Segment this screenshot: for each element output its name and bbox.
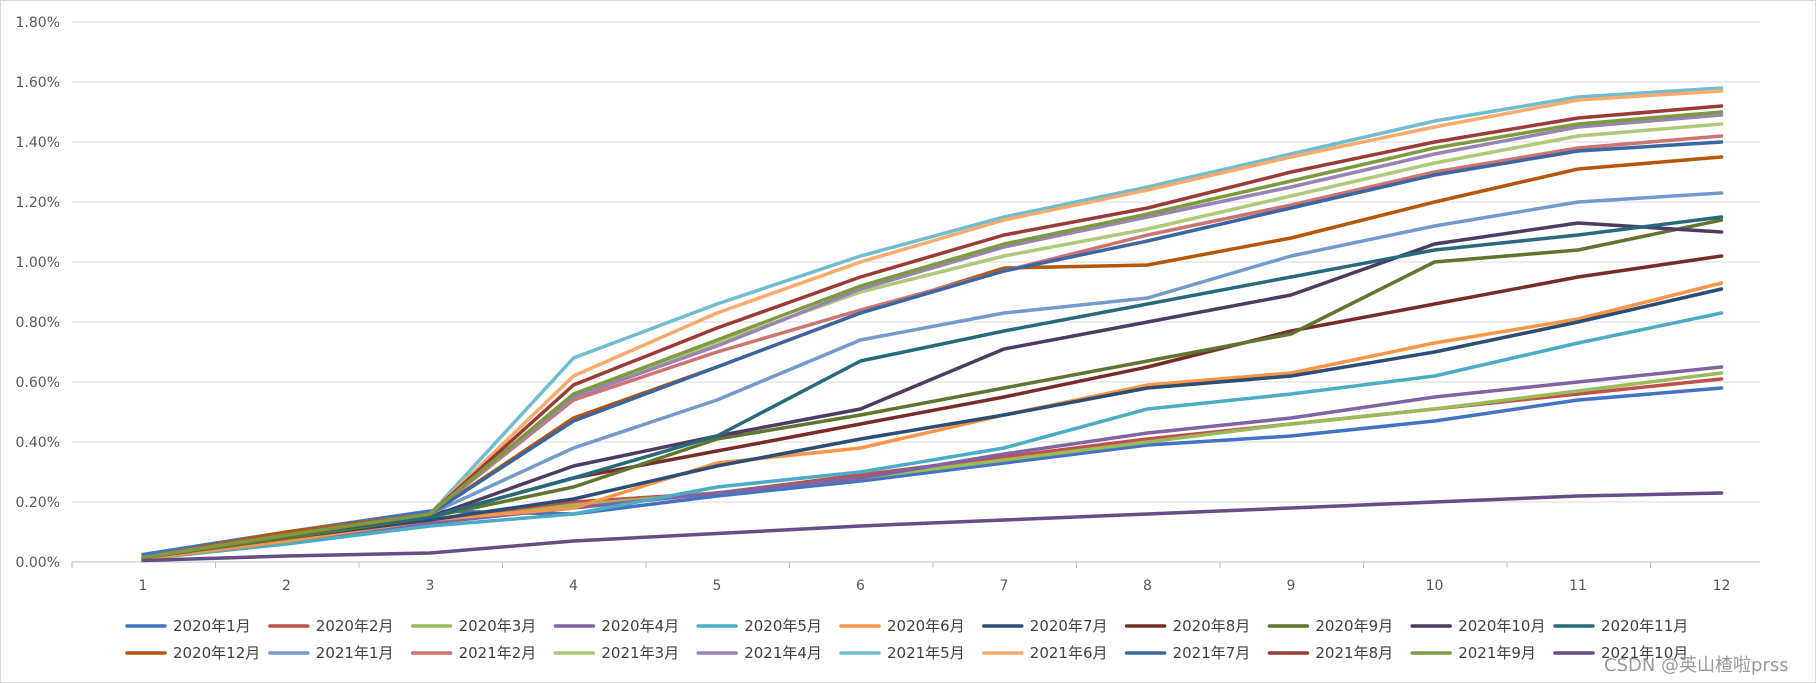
legend-label: 2021年5月 <box>887 644 965 662</box>
legend-label: 2021年3月 <box>601 644 679 662</box>
y-tick-label: 1.80% <box>16 15 60 31</box>
series-line <box>141 110 1724 560</box>
x-tick-label: 9 <box>1287 578 1296 594</box>
legend-item: 2020年12月 <box>125 644 260 662</box>
legend-label: 2020年1月 <box>173 617 251 635</box>
series-line <box>141 218 1724 560</box>
legend-label: 2021年7月 <box>1173 644 1251 662</box>
series-line <box>141 287 1724 560</box>
legend-item: 2020年7月 <box>982 617 1108 635</box>
legend-item: 2020年4月 <box>553 617 679 635</box>
legend-item: 2021年10月 <box>1553 644 1688 662</box>
legend-label: 2021年8月 <box>1315 644 1393 662</box>
y-tick-label: 0.40% <box>16 435 60 451</box>
axes: 0.00% 0.20% 0.40% 0.60% 0.80% 1.00% 1.20% 1.40%… <box>16 15 1760 594</box>
x-tick-label: 3 <box>426 578 435 594</box>
legend-label: 2021年10月 <box>1601 644 1688 662</box>
legend-label: 2020年11月 <box>1601 617 1688 635</box>
legend-label: 2020年12月 <box>173 644 260 662</box>
x-tick-label: 10 <box>1426 578 1444 594</box>
legend-label: 2020年2月 <box>316 617 394 635</box>
legend-item: 2021年5月 <box>839 644 965 662</box>
legend-label: 2021年1月 <box>316 644 394 662</box>
series-line <box>141 491 1724 563</box>
x-tick-label: 2 <box>282 578 291 594</box>
legend-label: 2020年5月 <box>744 617 822 635</box>
legend-label: 2021年6月 <box>1030 644 1108 662</box>
x-tick-label: 7 <box>1000 578 1009 594</box>
x-tick-label: 11 <box>1569 578 1587 594</box>
y-tick-label: 1.40% <box>16 135 60 151</box>
legend-label: 2020年3月 <box>459 617 537 635</box>
legend-item: 2020年6月 <box>839 617 965 635</box>
y-tick-label: 1.20% <box>16 195 60 211</box>
legend-item: 2021年4月 <box>696 644 822 662</box>
y-tick-label: 0.60% <box>16 375 60 391</box>
y-tick-label: 1.00% <box>16 255 60 271</box>
legend-item: 2021年9月 <box>1410 644 1536 662</box>
series-lines <box>141 86 1724 563</box>
legend-item: 2020年5月 <box>696 617 822 635</box>
y-tick-label: 0.00% <box>16 555 60 571</box>
x-tick-label: 5 <box>713 578 722 594</box>
legend-item: 2021年3月 <box>553 644 679 662</box>
legend-item: 2020年9月 <box>1267 617 1393 635</box>
series-line <box>141 86 1724 560</box>
legend-label: 2020年10月 <box>1458 617 1545 635</box>
series-line <box>141 89 1724 560</box>
legend-item: 2020年3月 <box>410 617 537 635</box>
legend-item: 2020年11月 <box>1553 617 1688 635</box>
legend-item: 2020年10月 <box>1410 617 1545 635</box>
legend-label: 2021年2月 <box>459 644 537 662</box>
legend-label: 2020年8月 <box>1173 617 1251 635</box>
series-line <box>141 140 1724 560</box>
x-tick-label: 6 <box>856 578 865 594</box>
series-line <box>141 104 1724 560</box>
legend-item: 2021年6月 <box>982 644 1108 662</box>
x-tick-label: 8 <box>1143 578 1152 594</box>
y-tick-label: 0.80% <box>16 315 60 331</box>
series-line <box>141 191 1724 560</box>
legend-label: 2020年7月 <box>1030 617 1108 635</box>
x-tick-label: 4 <box>569 578 578 594</box>
series-line <box>141 386 1724 557</box>
legend-label: 2021年9月 <box>1458 644 1536 662</box>
legend-item: 2021年8月 <box>1267 644 1393 662</box>
legend-label: 2020年9月 <box>1315 617 1393 635</box>
legend-item: 2021年7月 <box>1124 644 1251 662</box>
legend-label: 2020年6月 <box>887 617 965 635</box>
series-line <box>141 215 1724 560</box>
legend: 2020年1月 2020年2月 2020年3月 2020年4月 2020年5月 2020年… <box>125 617 1688 662</box>
legend-item: 2020年2月 <box>268 617 394 635</box>
y-tick-label: 0.20% <box>16 495 60 511</box>
x-tick-label: 1 <box>139 578 148 594</box>
y-tick-label: 1.60% <box>16 75 60 91</box>
legend-item: 2021年2月 <box>410 644 537 662</box>
watermark: CSDN @英山楂啦prss <box>1604 655 1789 676</box>
legend-label: 2021年4月 <box>744 644 822 662</box>
legend-label: 2020年4月 <box>601 617 679 635</box>
series-line <box>141 311 1724 561</box>
series-line <box>141 254 1724 560</box>
legend-item: 2020年8月 <box>1124 617 1251 635</box>
x-tick-label: 12 <box>1713 578 1731 594</box>
series-line <box>141 365 1724 561</box>
legend-item: 2021年1月 <box>268 644 394 662</box>
legend-item: 2020年1月 <box>125 617 251 635</box>
